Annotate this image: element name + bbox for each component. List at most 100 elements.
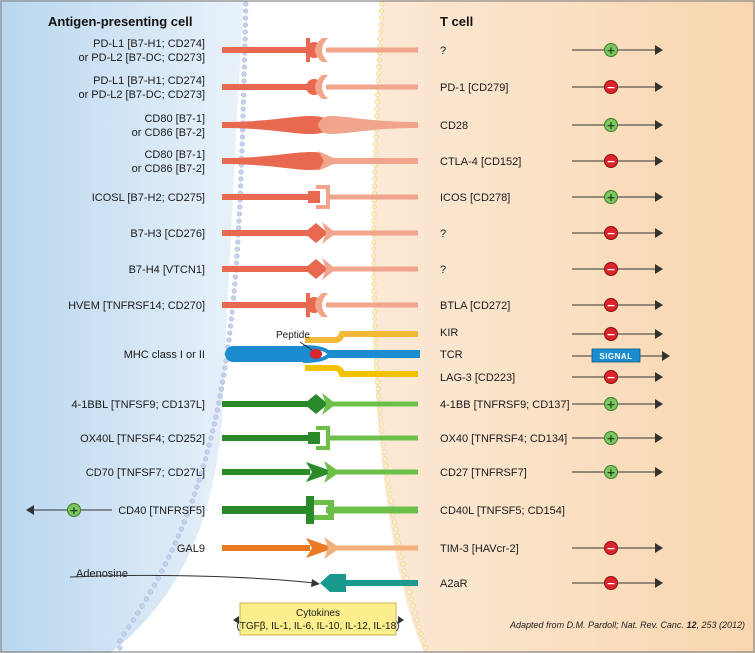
membrane-bead-left xyxy=(239,141,245,147)
minus-icon xyxy=(604,327,618,341)
cytokines-title: Cytokines xyxy=(296,608,340,619)
membrane-bead-right xyxy=(371,288,377,294)
membrane-bead-left xyxy=(241,64,247,70)
receptor-chevron xyxy=(324,537,340,559)
interaction-row: OX40L [TNFSF4; CD252] OX40 [TNFRSF4; CD13… xyxy=(80,426,663,450)
signal-arrowhead xyxy=(655,228,663,238)
ligand-label: CD70 [TNFSF7; CD27L] xyxy=(86,467,205,479)
interaction-row: Adenosine A2aR − xyxy=(69,568,663,592)
ligand-label: HVEM [TNFRSF14; CD270] xyxy=(68,300,205,312)
membrane-bead-right xyxy=(377,414,383,420)
minus-icon xyxy=(604,154,618,168)
membrane-bead-right xyxy=(375,71,382,77)
ligand-label: PD-L1 [B7-H1; CD274] xyxy=(93,75,205,87)
ligand-label: B7-H4 [VTCN1] xyxy=(129,264,205,276)
membrane-bead-left xyxy=(239,148,245,154)
minus-symbol: − xyxy=(606,263,615,276)
receptor-label: ? xyxy=(440,45,446,57)
membrane-bead-left xyxy=(172,540,178,546)
signal-arrowhead xyxy=(655,329,663,339)
plus-icon xyxy=(604,397,618,411)
plus-symbol: + xyxy=(606,466,615,479)
interaction-row: CD40 [TNFRSF5] CD40L [TNFSF5; CD154] + xyxy=(26,496,565,524)
membrane-bead-right xyxy=(378,8,385,14)
membrane-bead-right xyxy=(375,386,381,392)
membrane-bead-left xyxy=(192,491,198,497)
membrane-bead-right xyxy=(376,64,382,70)
membrane-bead-left xyxy=(229,309,235,315)
membrane-bead-left xyxy=(135,610,141,616)
membrane-bead-right xyxy=(379,428,385,434)
membrane-bead-right xyxy=(379,1,385,7)
membrane-bead-left xyxy=(233,260,239,266)
membrane-bead-right xyxy=(372,323,378,329)
receptor-chevron xyxy=(318,151,340,171)
receptor-chevron xyxy=(322,258,336,280)
membrane-bead-right xyxy=(371,281,377,287)
peptide-pointer xyxy=(299,341,313,351)
cytokines-box: Cytokines (TGFβ, IL-1, IL-6, IL-10, IL-1… xyxy=(233,602,404,636)
membrane-bead-left xyxy=(213,414,219,420)
minus-icon xyxy=(604,80,618,94)
ligand-bracket xyxy=(306,38,310,62)
membrane-bead-right xyxy=(418,631,424,637)
membrane-bead-left xyxy=(241,57,248,63)
ligand-bulb xyxy=(222,152,334,170)
citation-suffix: , 253 (2012) xyxy=(696,620,745,630)
membrane-bead-left xyxy=(234,246,240,252)
apc-region xyxy=(0,0,244,653)
membrane-bead-right xyxy=(401,568,408,574)
membrane-bead-left xyxy=(238,183,244,189)
membrane-bead-left xyxy=(198,470,204,476)
membrane-bead-right xyxy=(372,176,378,182)
mhc-molecule xyxy=(225,346,317,362)
membrane-bead-left xyxy=(117,638,123,644)
peptide-label: Peptide xyxy=(276,330,310,341)
signal-arrowhead xyxy=(655,543,663,553)
minus-symbol: − xyxy=(606,577,615,590)
membrane-bead-right xyxy=(394,533,400,539)
membrane-bead-left xyxy=(216,400,222,406)
membrane-bead-left xyxy=(162,561,168,567)
interaction-row: 4-1BBL [TNFSF9; CD137L] 4-1BB [TNFRSF9; C… xyxy=(72,393,663,415)
citation-prefix: Adapted from D.M. Pardoll; Nat. Rev. Can… xyxy=(509,620,686,630)
membrane-bead-left xyxy=(243,15,249,21)
membrane-bead-left xyxy=(243,1,249,7)
membrane-bead-right xyxy=(373,141,379,147)
membrane-bead-left xyxy=(243,8,249,14)
ligand-diamond xyxy=(304,259,328,279)
receptor-bulb xyxy=(318,116,418,134)
membrane-bead-left xyxy=(175,533,181,539)
membrane-bead-left xyxy=(236,211,242,217)
lag3-receptor xyxy=(305,365,418,377)
membrane-bead-right xyxy=(412,610,418,616)
membrane-bead-left xyxy=(226,337,232,343)
peptide-dot xyxy=(310,349,322,359)
membrane-bead-left xyxy=(241,78,247,84)
membrane-bead-right xyxy=(380,442,386,448)
membrane-bead-right xyxy=(375,92,381,98)
ligand-label: GAL9 xyxy=(177,543,205,555)
minus-icon xyxy=(604,226,618,240)
membrane-bead-left xyxy=(232,274,238,280)
membrane-bead-left xyxy=(236,218,242,224)
membrane-bead-left xyxy=(217,393,223,399)
cytokines-right-arrow xyxy=(398,616,404,624)
ligand-bracket xyxy=(306,293,310,317)
membrane-bead-right xyxy=(371,246,377,252)
mhc-tcr-complex: Peptide MHC class I or II KIR TCR LAG-3 … xyxy=(124,327,670,384)
ligand-label: CD80 [B7-1] xyxy=(144,149,205,161)
membrane-bead-right xyxy=(378,421,384,427)
minus-icon xyxy=(604,370,618,384)
minus-symbol: − xyxy=(606,328,615,341)
membrane-bead-left xyxy=(196,477,202,483)
membrane-bead-left xyxy=(189,498,195,504)
tcell-region xyxy=(372,0,755,653)
membrane-bead-right xyxy=(373,358,379,364)
plus-symbol: + xyxy=(69,504,78,517)
ligand-label: or CD86 [B7-2] xyxy=(132,163,205,175)
membrane-bead-left xyxy=(236,225,242,231)
membrane-bead-left xyxy=(238,169,244,175)
